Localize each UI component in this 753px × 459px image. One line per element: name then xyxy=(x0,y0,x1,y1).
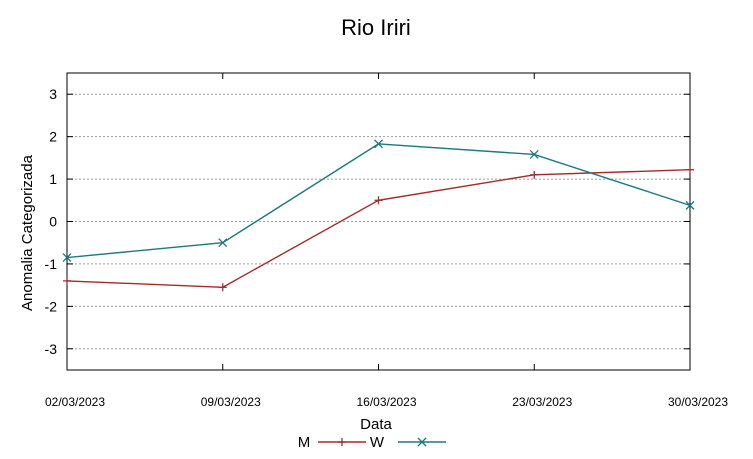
y-tick-label: 2 xyxy=(49,129,57,145)
series-w-point xyxy=(218,238,228,248)
x-axis: 02/03/2023 09/03/2023 16/03/2023 23/03/2023… xyxy=(45,73,728,409)
series-w-point xyxy=(685,200,695,210)
series-w-point xyxy=(529,150,539,159)
x-tick-label: 16/03/2023 xyxy=(356,395,416,409)
series-layer xyxy=(62,139,695,292)
x-tick-label: 23/03/2023 xyxy=(512,395,572,409)
grid xyxy=(67,93,690,350)
y-tick-label: 0 xyxy=(49,214,57,230)
x-tick-label: 09/03/2023 xyxy=(201,395,261,409)
series-m xyxy=(63,165,694,292)
series-w-point xyxy=(417,437,427,447)
y-tick-label: 1 xyxy=(49,171,57,187)
y-axis: -3 -2 -1 0 1 2 3 xyxy=(45,86,690,357)
series-w xyxy=(62,139,695,263)
y-tick-label: -2 xyxy=(45,298,58,314)
x-tick-label: 30/03/2023 xyxy=(668,395,728,409)
x-tick-label: 02/03/2023 xyxy=(45,395,105,409)
y-tick-label: 3 xyxy=(49,86,57,102)
legend-label-m: M xyxy=(298,434,311,451)
legend-label-w: W xyxy=(370,434,385,451)
series-w-point xyxy=(374,139,383,149)
y-tick-label: -1 xyxy=(45,256,58,272)
series-m-line xyxy=(66,169,691,288)
x-axis-label: Data xyxy=(360,416,392,433)
y-axis-label: Anomalia Categorizada xyxy=(19,154,36,311)
series-w-point xyxy=(62,253,72,263)
y-tick-label: -3 xyxy=(45,341,58,357)
chart-title: Rio Iriri xyxy=(341,15,411,40)
